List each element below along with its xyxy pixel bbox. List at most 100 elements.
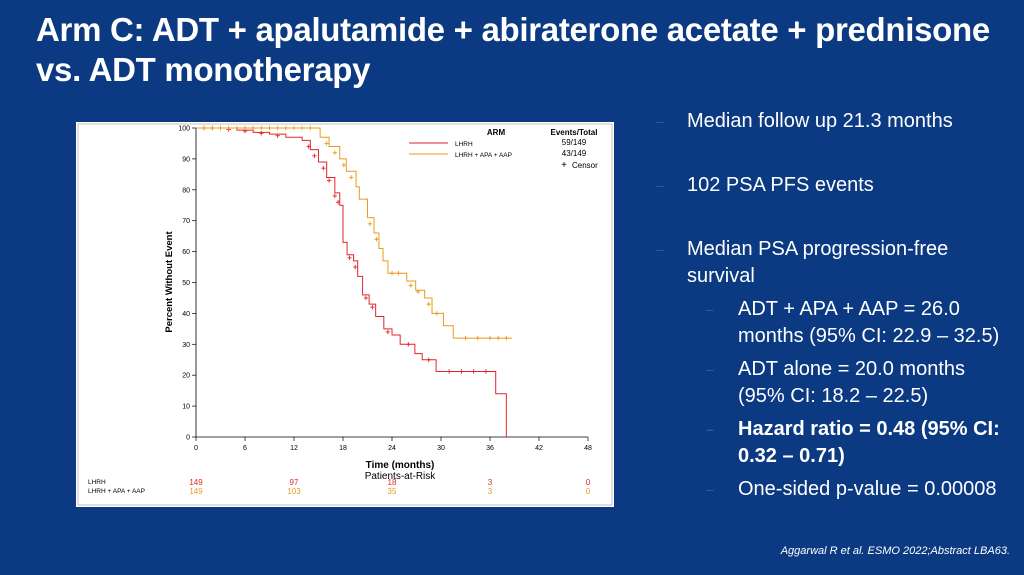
title-line-2: vs. ADT monotherapy	[36, 51, 371, 88]
bullet-text: Median PSA progression-free survival	[687, 238, 949, 287]
sub-bullet-text: Hazard ratio = 0.48 (95% CI: 0.32 – 0.71…	[738, 418, 1000, 467]
censor-mark	[259, 131, 264, 136]
bullet-text: Median follow up 21.3 months	[687, 110, 953, 132]
bullet-marker: –	[656, 241, 664, 257]
title-line-1: Arm C: ADT + apalutamide + abiraterone a…	[36, 11, 990, 48]
legend-events-combo: 43/149	[562, 149, 587, 158]
censor-mark	[385, 329, 391, 335]
x-tick-label: 6	[243, 445, 247, 452]
legend-label-combo: LHRH + APA + AAP	[455, 152, 512, 159]
slide-title: Arm C: ADT + apalutamide + abiraterone a…	[36, 10, 1016, 90]
censor-mark	[434, 311, 440, 316]
sub-bullet-adt-median: – ADT alone = 20.0 months (95% CI: 18.2 …	[656, 356, 1016, 410]
x-tick-label: 30	[437, 445, 445, 452]
x-tick-label: 12	[290, 445, 298, 452]
censor-mark	[332, 193, 338, 199]
censor-mark	[201, 125, 207, 131]
censor-mark	[353, 264, 358, 270]
risk-count: 3	[488, 478, 493, 487]
censor-mark	[242, 125, 248, 131]
km-curve-combo	[196, 127, 513, 339]
sub-bullet-text: ADT + APA + AAP = 26.0 months (95% CI: 2…	[738, 298, 1000, 347]
risk-count: 18	[388, 478, 397, 487]
censor-mark	[324, 141, 329, 146]
censor-mark	[226, 125, 231, 131]
censor-mark	[363, 295, 369, 301]
risk-table-title: Patients-at-Risk	[365, 471, 437, 482]
bullet-text: 102 PSA PFS events	[687, 174, 874, 196]
legend-censor-label: Censor	[572, 161, 598, 170]
censor-mark	[396, 271, 401, 276]
sub-bullet-marker: –	[706, 481, 714, 497]
y-tick-label: 90	[182, 156, 190, 163]
risk-count: 97	[290, 478, 299, 487]
summary-bullets: – Median follow up 21.3 months – 102 PSA…	[656, 108, 1016, 509]
sub-bullet-text: ADT alone = 20.0 months (95% CI: 18.2 – …	[738, 358, 965, 407]
y-tick-label: 30	[182, 342, 190, 349]
sub-bullet-marker: –	[706, 301, 714, 317]
censor-mark	[312, 153, 317, 159]
censor-mark	[275, 125, 280, 131]
km-curve-lhrh	[196, 127, 507, 437]
censor-mark	[426, 301, 431, 307]
risk-row-label-combo: LHRH + APA + AAP	[88, 488, 145, 495]
legend-arm-header: ARM	[487, 128, 506, 137]
censor-mark	[408, 283, 413, 288]
censor-mark	[389, 271, 395, 276]
x-tick-label: 36	[486, 445, 494, 452]
censor-mark	[463, 335, 468, 341]
km-chart-panel: 0 10 20 30 40 50 60 70 80 90 100 0 6 12 18 24 30 36 42 48 P…	[76, 122, 614, 507]
bullet-marker: –	[656, 177, 664, 193]
x-tick-label: 0	[194, 445, 198, 452]
censor-mark	[267, 125, 272, 131]
censor-mark	[299, 125, 305, 131]
censor-mark	[308, 125, 313, 131]
censor-mark	[210, 125, 215, 131]
x-tick-label: 42	[535, 445, 543, 452]
sub-bullet-combo-median: – ADT + APA + AAP = 26.0 months (95% CI:…	[656, 296, 1016, 350]
censor-mark	[321, 165, 326, 171]
y-tick-label: 80	[182, 187, 190, 194]
sub-bullet-hazard-ratio: – Hazard ratio = 0.48 (95% CI: 0.32 – 0.…	[656, 416, 1016, 470]
risk-count: 35	[388, 487, 397, 496]
y-tick-label: 0	[186, 435, 190, 442]
sub-bullet-p-value: – One-sided p-value = 0.00008	[656, 476, 1016, 503]
risk-row-label-lhrh: LHRH	[88, 479, 106, 486]
censor-mark	[332, 150, 338, 155]
censor-mark	[259, 125, 264, 131]
censor-mark	[291, 125, 297, 131]
chart-frame	[77, 123, 613, 506]
censor-mark	[326, 178, 332, 183]
bullet-marker: –	[656, 113, 664, 129]
risk-count: 0	[586, 487, 591, 496]
legend-label-lhrh: LHRH	[455, 141, 473, 148]
censor-mark	[504, 335, 509, 341]
censor-mark	[250, 125, 256, 131]
censor-mark	[275, 133, 280, 138]
sub-bullet-marker: –	[706, 361, 714, 377]
x-axis-label: Time (months)	[366, 460, 435, 471]
risk-count: 3	[488, 487, 493, 496]
censor-mark	[426, 357, 431, 362]
censor-mark	[406, 342, 411, 347]
censor-mark	[370, 305, 375, 310]
censor-mark	[335, 199, 341, 205]
legend-events-lhrh: 59/149	[562, 138, 587, 147]
censor-mark	[471, 369, 476, 374]
censor-mark	[446, 369, 452, 374]
y-tick-label: 50	[182, 280, 190, 287]
x-tick-label: 48	[584, 445, 592, 452]
x-tick-label: 24	[388, 445, 396, 452]
citation: Aggarwal R et al. ESMO 2022;Abstract LBA…	[780, 545, 1010, 557]
sub-bullet-marker: –	[706, 421, 714, 437]
censor-mark	[374, 237, 379, 242]
censor-mark	[283, 125, 289, 131]
risk-count: 149	[189, 478, 203, 487]
y-tick-label: 20	[182, 373, 190, 380]
y-tick-label: 70	[182, 218, 190, 225]
x-tick-label: 18	[339, 445, 347, 452]
censor-mark	[234, 125, 240, 131]
risk-count: 149	[189, 487, 203, 496]
bullet-median-pfs: – Median PSA progression-free survival	[656, 236, 1016, 290]
